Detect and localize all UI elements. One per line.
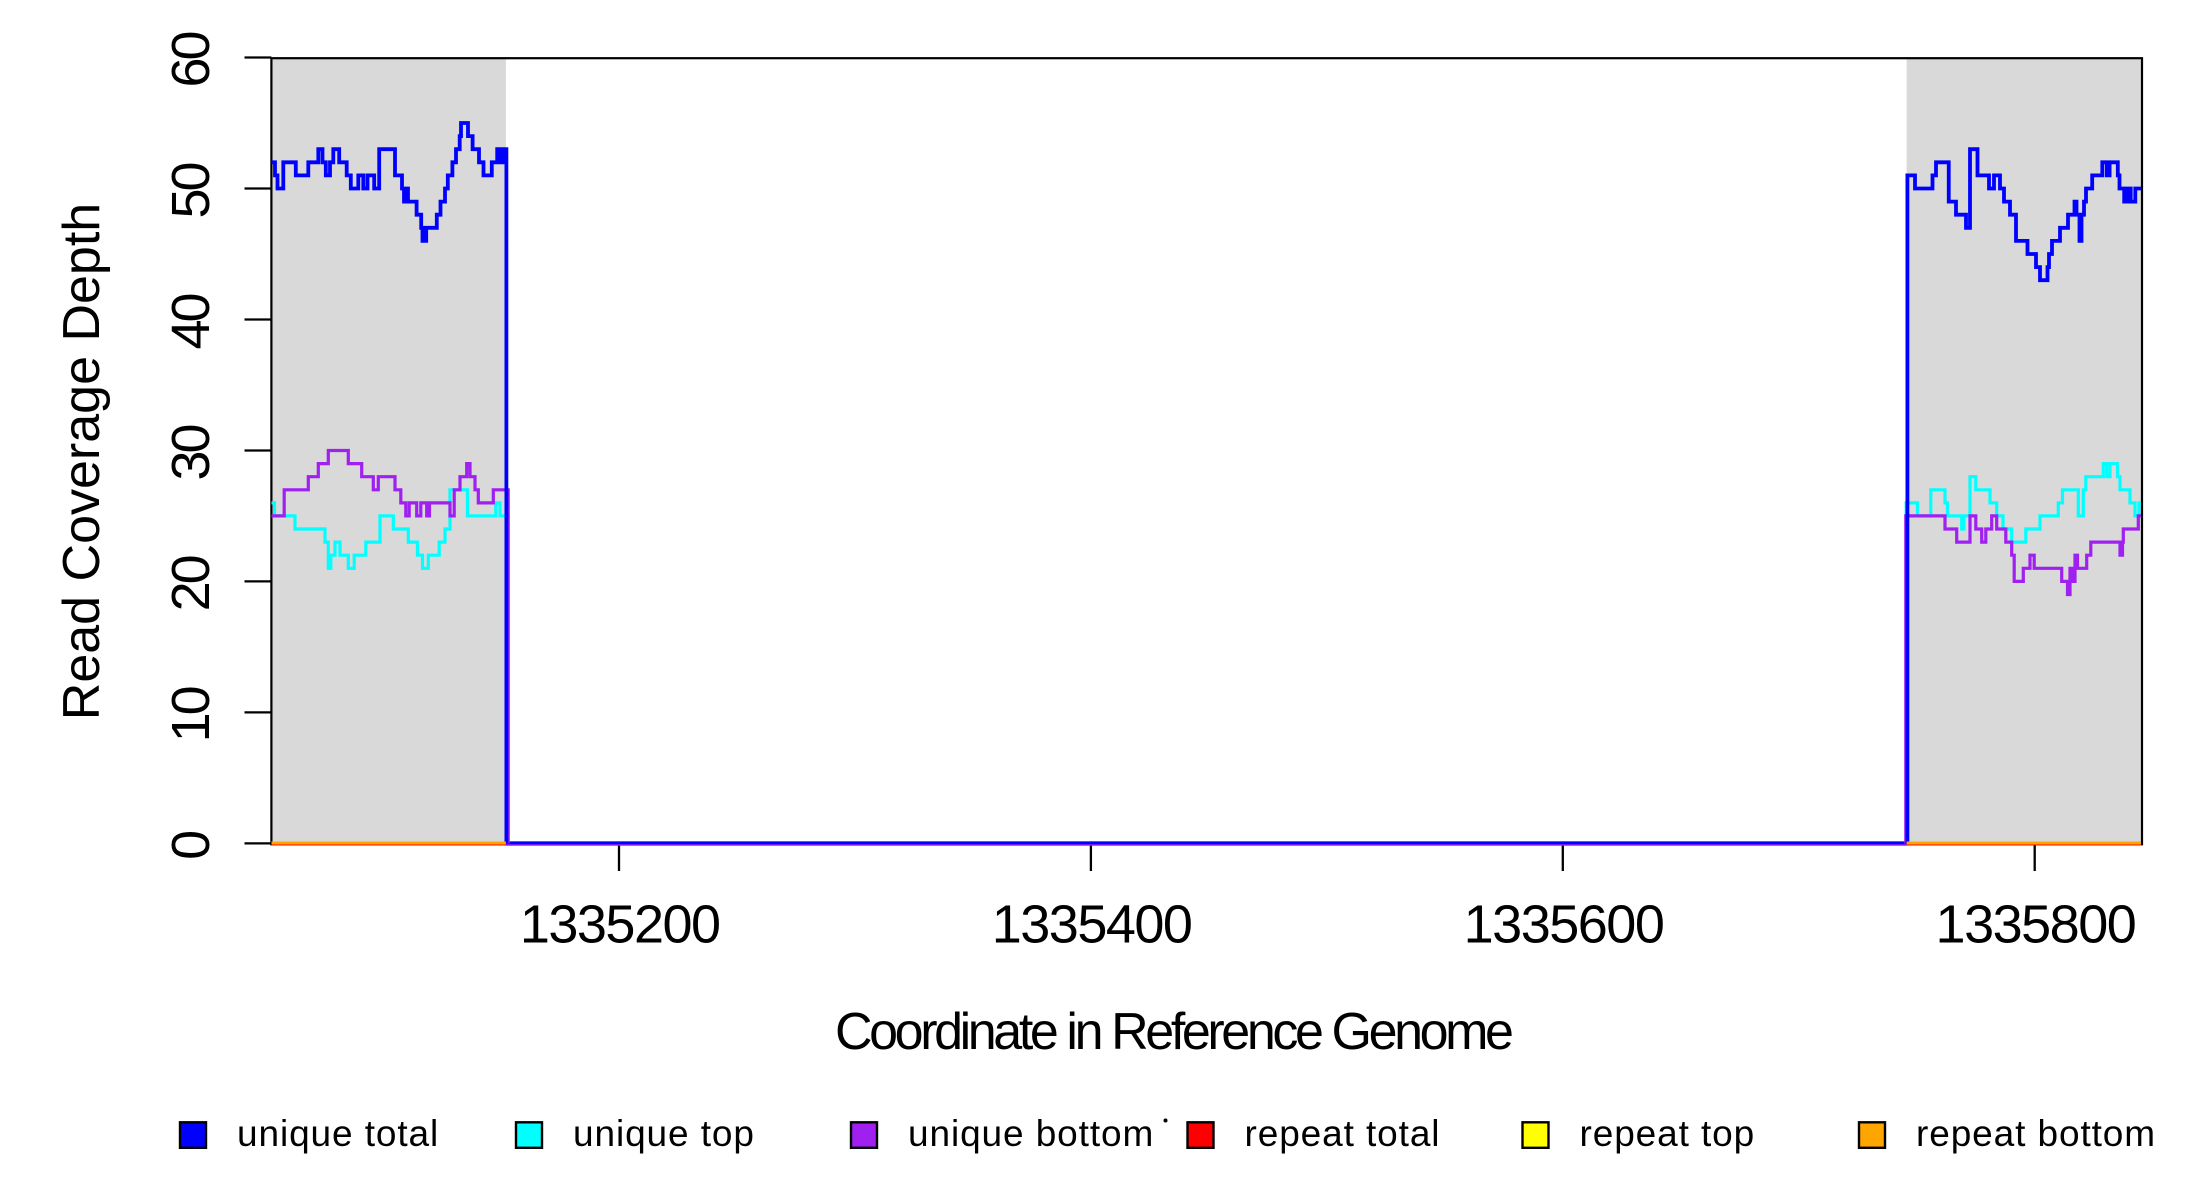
svg-text:0: 0 [161,832,221,860]
svg-text:1335400: 1335400 [992,895,1192,955]
svg-text:20: 20 [161,556,221,611]
svg-text:unique top: unique top [573,1113,755,1154]
svg-text:repeat bottom: repeat bottom [1916,1113,2156,1154]
svg-text:1335800: 1335800 [1936,895,2136,955]
svg-text:unique bottom: unique bottom [908,1113,1154,1154]
svg-text:1335200: 1335200 [520,895,720,955]
svg-text:10: 10 [161,687,221,742]
svg-text:60: 60 [161,33,221,88]
svg-text:30: 30 [161,426,221,481]
svg-text:repeat top: repeat top [1580,1113,1756,1154]
svg-text:Coordinate in Reference Genome: Coordinate in Reference Genome [835,1003,1512,1061]
svg-text:40: 40 [161,295,221,350]
svg-text:Read Coverage Depth: Read Coverage Depth [53,203,111,720]
svg-text:repeat total: repeat total [1245,1113,1441,1154]
svg-text:1335600: 1335600 [1464,895,1664,955]
svg-text:unique total: unique total [237,1113,439,1154]
svg-text:50: 50 [161,164,221,219]
